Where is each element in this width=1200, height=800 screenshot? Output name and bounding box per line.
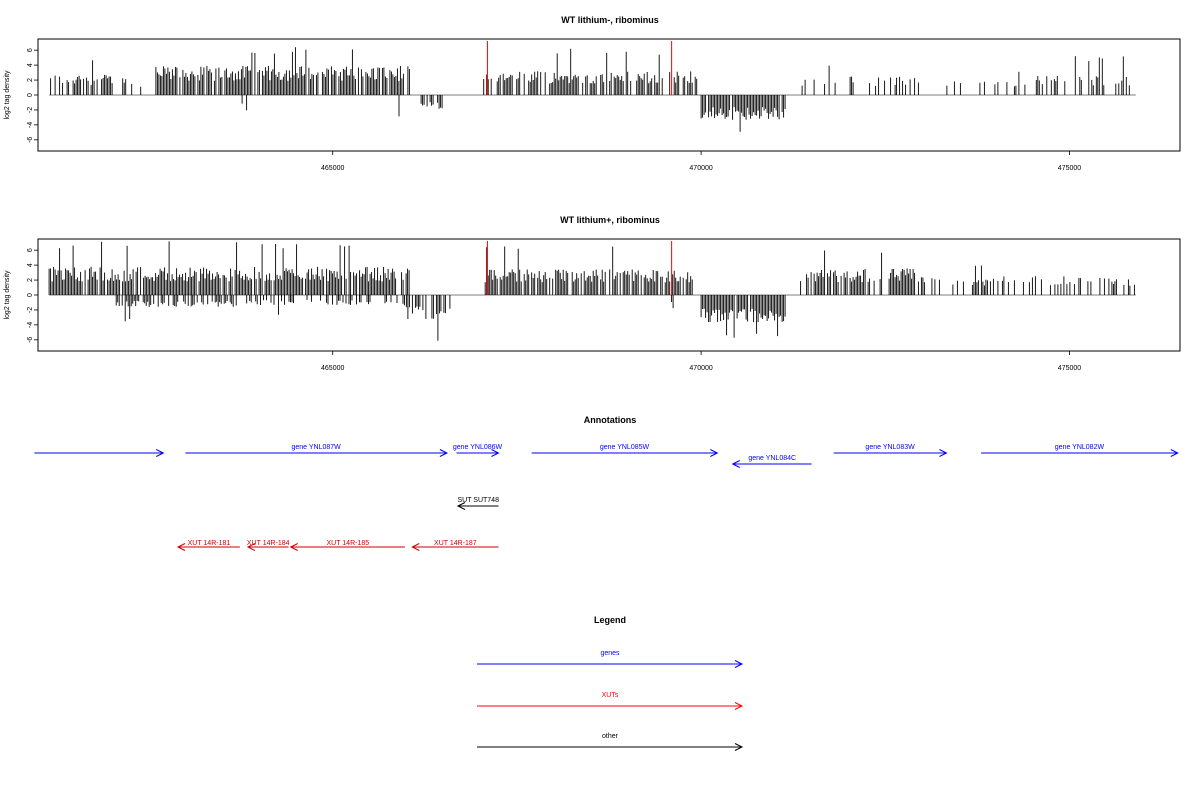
arrow-head-icon (939, 449, 948, 457)
y-tick-label: -2 (27, 107, 34, 113)
x-tick-label: 465000 (321, 165, 344, 172)
arrow-head-icon (710, 449, 719, 457)
x-tick-label: 470000 (689, 165, 712, 172)
y-axis-label: log2 tag density (4, 70, 11, 120)
gene-arrow (185, 449, 449, 457)
arrow-head-icon (491, 449, 500, 457)
track-panel-lithium-minus: WT lithium-, ribominus log2 tag density … (4, 15, 1181, 172)
arrow-head-icon (734, 660, 744, 668)
gene-label: gene YNL085W (600, 444, 650, 451)
series-minus-strand (241, 95, 786, 132)
legend-label: XUTs (602, 692, 619, 699)
arrow-head-icon (246, 543, 256, 551)
x-tick-label: 470000 (689, 365, 712, 372)
gene-label: gene YNL084C (748, 455, 796, 462)
arrow-head-icon (1170, 449, 1179, 457)
xut-label: XUT 14R-187 (434, 540, 477, 547)
gene-arrow (731, 460, 812, 468)
xut-label: XUT 14R-185 (326, 540, 369, 547)
arrow-head-icon (289, 543, 298, 551)
y-tick-label: -6 (27, 337, 34, 343)
y-tick-label: 6 (27, 248, 34, 252)
legend: Legend genes XUTs other (477, 615, 744, 751)
arrow-head-icon (731, 460, 741, 468)
series-plus-strand (50, 47, 1130, 95)
xut-label: XUT 14R-184 (247, 540, 290, 547)
x-tick-label: 475000 (1058, 365, 1081, 372)
y-tick-label: -6 (27, 137, 34, 143)
arrow-head-icon (156, 449, 165, 457)
legend-title: Legend (594, 615, 626, 625)
gene-arrow (981, 449, 1179, 457)
arrow-head-icon (456, 502, 466, 510)
track-title: WT lithium+, ribominus (560, 215, 660, 225)
y-tick-label: 4 (27, 63, 34, 67)
gene-label: gene YNL083W (865, 444, 915, 451)
y-tick-label: 0 (27, 293, 34, 297)
arrow-head-icon (439, 449, 449, 457)
gene-arrow (456, 449, 500, 457)
y-tick-label: -2 (27, 307, 34, 313)
other-arrow (456, 502, 499, 510)
annotation-track: Annotations gene YNL087W gene YNL086W gene… (34, 415, 1179, 551)
annotations-title: Annotations (584, 415, 637, 425)
track-panel-lithium-plus: WT lithium+, ribominus log2 tag density … (4, 215, 1181, 372)
y-tick-label: 6 (27, 48, 34, 52)
arrow-head-icon (176, 543, 186, 551)
y-tick-label: 4 (27, 263, 34, 267)
xut-arrow (246, 543, 289, 551)
legend-arrow (477, 702, 744, 710)
xut-arrow (289, 543, 405, 551)
x-tick-label: 475000 (1058, 165, 1081, 172)
arrow-head-icon (734, 743, 744, 751)
track-title: WT lithium-, ribominus (561, 15, 659, 25)
y-tick-label: 2 (27, 78, 34, 82)
xut-label: XUT 14R-181 (188, 540, 231, 547)
arrow-head-icon (411, 543, 420, 551)
gene-label: gene YNL082W (1055, 444, 1105, 451)
series-minus-strand (115, 295, 786, 341)
gene-arrow (833, 449, 948, 457)
y-tick-label: -4 (27, 322, 34, 328)
gene-label: gene YNL087W (291, 444, 341, 451)
xut-arrow (411, 543, 499, 551)
gene-arrow (531, 449, 719, 457)
series-plus-strand (48, 241, 1135, 295)
legend-label: other (602, 733, 619, 740)
y-axis-label: log2 tag density (4, 270, 11, 320)
y-tick-label: 2 (27, 278, 34, 282)
xut-arrow (176, 543, 240, 551)
y-tick-label: -4 (27, 122, 34, 128)
x-tick-label: 465000 (321, 365, 344, 372)
gene-arrow (34, 449, 165, 457)
legend-arrow (477, 660, 744, 668)
gene-label: gene YNL086W (453, 444, 503, 451)
arrow-head-icon (734, 702, 744, 710)
y-tick-label: 0 (27, 93, 34, 97)
legend-label: genes (600, 650, 620, 657)
legend-arrow (477, 743, 744, 751)
other-label: SUT SUT748 (457, 497, 499, 504)
